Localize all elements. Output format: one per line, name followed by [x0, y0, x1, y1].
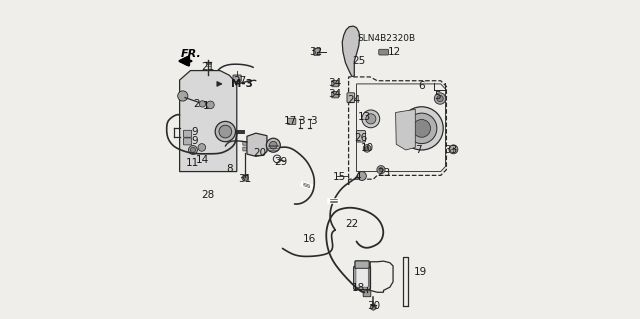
Text: 19: 19: [413, 267, 427, 277]
FancyBboxPatch shape: [356, 130, 365, 142]
Text: 16: 16: [303, 234, 316, 244]
Text: 24: 24: [348, 95, 361, 105]
Text: 3: 3: [310, 116, 316, 126]
Text: FR.: FR.: [181, 49, 202, 59]
Text: 33: 33: [444, 145, 458, 155]
Polygon shape: [396, 109, 415, 150]
Circle shape: [400, 107, 444, 150]
FancyBboxPatch shape: [314, 48, 320, 55]
Circle shape: [435, 93, 446, 104]
FancyArrowPatch shape: [180, 57, 191, 65]
Text: 2: 2: [193, 99, 200, 109]
Text: 5: 5: [434, 91, 441, 101]
FancyBboxPatch shape: [287, 118, 296, 124]
FancyBboxPatch shape: [363, 291, 371, 297]
Circle shape: [189, 145, 197, 154]
Circle shape: [207, 101, 214, 109]
Circle shape: [269, 141, 277, 149]
FancyBboxPatch shape: [184, 130, 192, 137]
Text: 9: 9: [191, 127, 198, 137]
Circle shape: [191, 147, 195, 152]
Circle shape: [215, 122, 236, 142]
Circle shape: [358, 172, 366, 181]
Polygon shape: [247, 133, 267, 156]
Text: 8: 8: [226, 164, 233, 174]
Circle shape: [242, 175, 248, 181]
Text: 34: 34: [328, 78, 342, 88]
Polygon shape: [180, 70, 237, 172]
FancyBboxPatch shape: [354, 266, 371, 289]
Text: 9: 9: [191, 136, 198, 146]
FancyBboxPatch shape: [184, 138, 192, 145]
Circle shape: [199, 101, 205, 107]
Text: 15: 15: [332, 172, 346, 182]
Circle shape: [437, 95, 444, 102]
FancyBboxPatch shape: [379, 49, 388, 55]
Circle shape: [377, 166, 385, 174]
Text: 27: 27: [234, 76, 246, 86]
Circle shape: [379, 167, 383, 172]
Circle shape: [178, 91, 188, 101]
FancyBboxPatch shape: [233, 75, 241, 81]
Text: 4: 4: [354, 172, 361, 182]
Circle shape: [198, 144, 205, 151]
Circle shape: [362, 110, 380, 128]
Text: 7: 7: [415, 145, 422, 155]
Circle shape: [365, 146, 369, 150]
Text: 31: 31: [238, 174, 251, 183]
Text: 21: 21: [202, 63, 215, 72]
Text: 10: 10: [360, 143, 374, 153]
Text: 32: 32: [310, 47, 323, 56]
Text: 3: 3: [298, 116, 305, 126]
Text: 1: 1: [203, 101, 210, 111]
Text: 6: 6: [419, 81, 425, 92]
FancyBboxPatch shape: [243, 147, 246, 151]
Text: M-3: M-3: [231, 79, 253, 89]
Text: 12: 12: [388, 47, 401, 56]
Text: 30: 30: [367, 300, 380, 311]
FancyBboxPatch shape: [347, 93, 355, 103]
FancyBboxPatch shape: [243, 141, 246, 145]
Polygon shape: [342, 26, 360, 76]
Text: 25: 25: [352, 56, 365, 66]
Text: 29: 29: [275, 157, 288, 167]
FancyBboxPatch shape: [355, 261, 369, 269]
Circle shape: [449, 145, 458, 154]
Text: SLN4B2320B: SLN4B2320B: [358, 34, 416, 43]
Circle shape: [363, 145, 371, 152]
Circle shape: [413, 120, 431, 137]
Text: 23: 23: [377, 168, 390, 178]
Text: 11: 11: [186, 158, 199, 168]
Text: 18: 18: [351, 283, 365, 293]
Text: 22: 22: [345, 219, 358, 229]
Circle shape: [365, 114, 376, 124]
FancyBboxPatch shape: [332, 80, 339, 87]
Text: 17: 17: [284, 116, 298, 126]
Text: 20: 20: [253, 148, 266, 158]
Text: 14: 14: [196, 155, 209, 166]
Text: 26: 26: [355, 133, 368, 143]
Circle shape: [266, 138, 280, 152]
Circle shape: [406, 113, 437, 144]
Circle shape: [219, 125, 232, 138]
FancyBboxPatch shape: [356, 269, 368, 287]
Text: 13: 13: [358, 112, 371, 122]
FancyBboxPatch shape: [332, 92, 339, 98]
Text: 34: 34: [328, 89, 342, 100]
Text: 28: 28: [202, 190, 215, 200]
